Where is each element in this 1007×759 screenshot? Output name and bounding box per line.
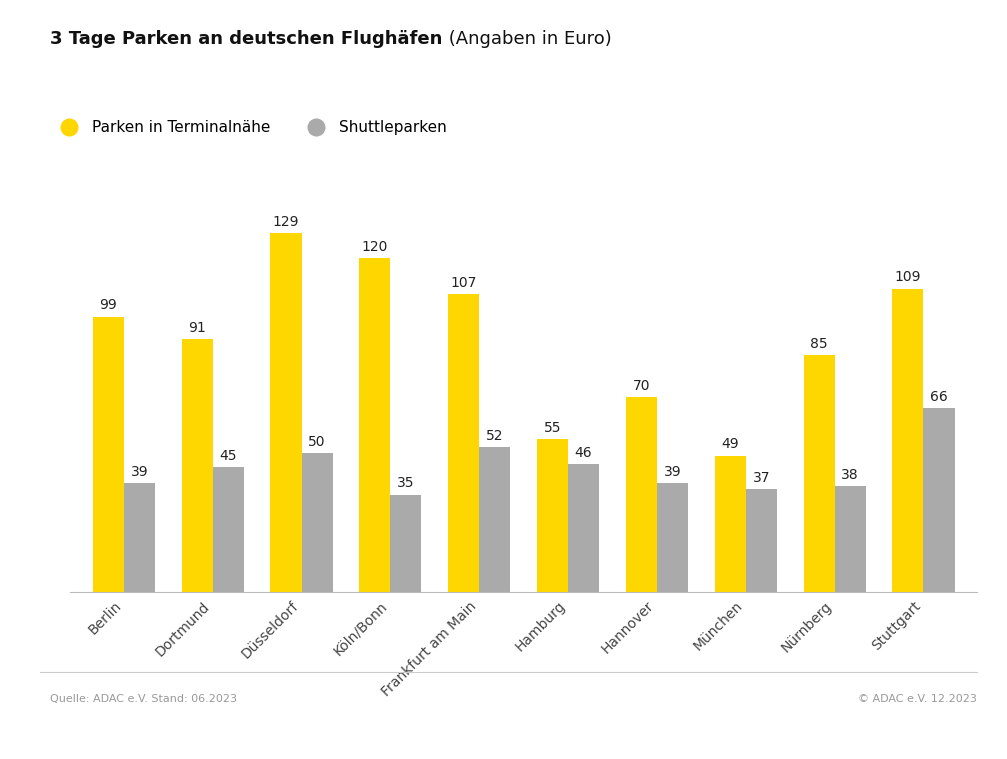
Text: 39: 39 [131,465,148,480]
Text: 45: 45 [220,449,237,462]
Text: (Angaben in Euro): (Angaben in Euro) [443,30,611,49]
Bar [448,294,479,592]
Text: 129: 129 [273,215,299,228]
Text: 91: 91 [188,320,206,335]
Text: 3 Tage Parken an deutschen Flughäfen: 3 Tage Parken an deutschen Flughäfen [50,30,443,49]
Text: 55: 55 [544,420,561,435]
Bar [804,355,835,592]
Bar [124,483,155,592]
Text: 109: 109 [894,270,921,285]
Text: 99: 99 [100,298,117,313]
Text: © ADAC e.V. 12.2023: © ADAC e.V. 12.2023 [858,694,977,704]
Bar [271,233,301,592]
Bar [391,495,422,592]
Bar [537,439,568,592]
Legend: Parken in Terminalnähe, Shuttleparken: Parken in Terminalnähe, Shuttleparken [48,114,453,141]
Bar [892,288,923,592]
Text: 50: 50 [308,435,326,449]
Bar [835,487,866,592]
Text: Quelle: ADAC e.V. Stand: 06.2023: Quelle: ADAC e.V. Stand: 06.2023 [50,694,238,704]
Bar [746,489,776,592]
Text: 46: 46 [575,446,592,460]
Bar [923,408,955,592]
Bar [212,467,244,592]
Text: 85: 85 [811,337,828,351]
Bar [568,464,599,592]
Bar [657,483,688,592]
Bar [359,258,391,592]
Text: 107: 107 [450,276,477,290]
Text: 70: 70 [632,379,651,393]
Bar [301,453,332,592]
Text: 37: 37 [752,471,770,485]
Bar [93,317,124,592]
Text: 39: 39 [664,465,682,480]
Text: 35: 35 [397,477,415,490]
Text: 49: 49 [721,437,739,452]
Bar [715,455,746,592]
Text: 38: 38 [842,468,859,482]
Bar [625,397,657,592]
Bar [479,447,511,592]
Text: 120: 120 [362,240,388,254]
Bar [181,339,212,592]
Text: 52: 52 [486,429,504,443]
Text: 66: 66 [930,390,948,404]
